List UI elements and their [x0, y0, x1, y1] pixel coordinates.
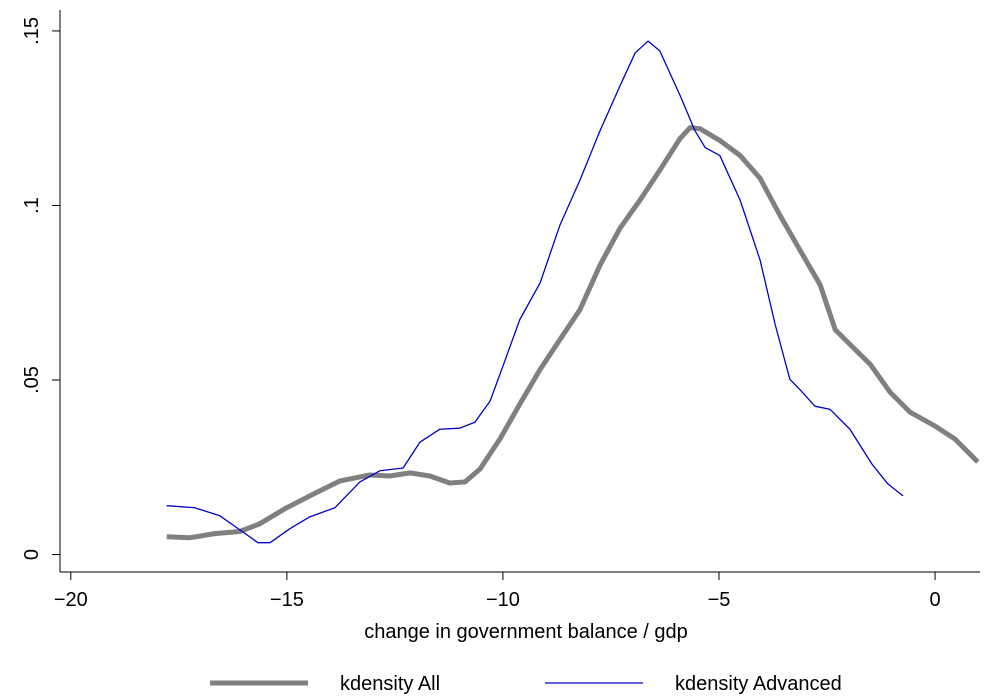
series-line: [166, 40, 904, 544]
y-tick-label: .1: [21, 197, 43, 214]
y-tick-label: 0: [21, 549, 43, 560]
series-line: [166, 125, 980, 541]
y-tick-label: .15: [21, 17, 43, 45]
x-tick-label: −15: [270, 589, 304, 611]
legend-label: kdensity Advanced: [675, 673, 842, 695]
x-tick-label: −5: [708, 589, 731, 611]
x-tick-label: 0: [929, 589, 940, 611]
x-axis-label: change in government balance / gdp: [364, 621, 688, 643]
y-tick-label: .05: [21, 366, 43, 394]
x-tick-label: −20: [54, 589, 88, 611]
legend-label: kdensity All: [340, 673, 440, 695]
x-tick-label: −10: [486, 589, 520, 611]
